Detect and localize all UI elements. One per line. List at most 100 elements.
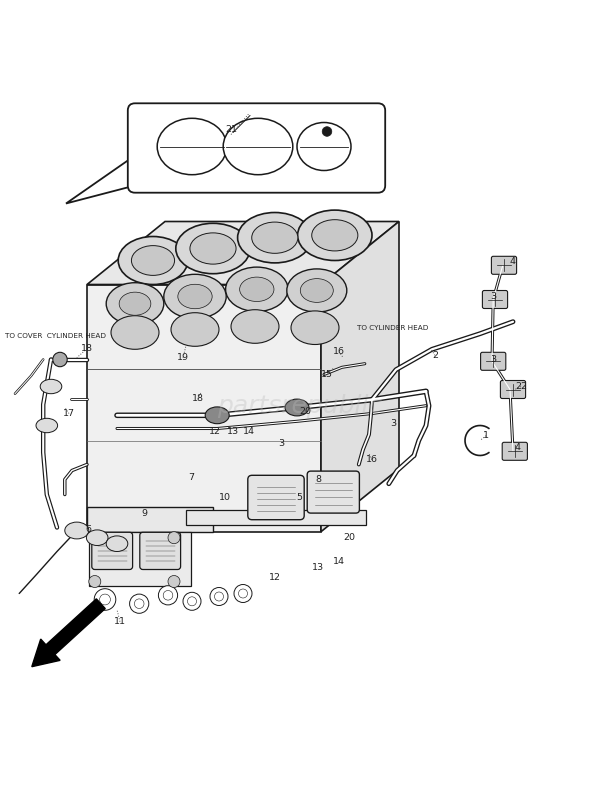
Text: 4: 4 <box>514 444 520 452</box>
Text: 3: 3 <box>490 292 496 301</box>
Circle shape <box>183 593 201 610</box>
Text: 12: 12 <box>269 573 281 582</box>
Ellipse shape <box>111 316 159 349</box>
Circle shape <box>322 126 332 137</box>
Circle shape <box>158 586 178 605</box>
FancyBboxPatch shape <box>128 104 385 192</box>
Text: 3: 3 <box>390 419 396 428</box>
Circle shape <box>234 585 252 603</box>
FancyBboxPatch shape <box>248 475 304 520</box>
Ellipse shape <box>298 210 372 261</box>
Polygon shape <box>66 155 135 203</box>
Ellipse shape <box>118 236 188 284</box>
Ellipse shape <box>205 407 229 424</box>
Text: 12: 12 <box>209 427 221 436</box>
Ellipse shape <box>252 222 298 254</box>
Text: 10: 10 <box>219 493 231 502</box>
Text: TO COVER  CYLINDER HEAD: TO COVER CYLINDER HEAD <box>5 333 106 338</box>
Text: 2: 2 <box>432 351 438 360</box>
Text: 7: 7 <box>188 473 194 482</box>
Text: 5: 5 <box>296 493 302 502</box>
Polygon shape <box>186 509 366 524</box>
Text: partsrepublic: partsrepublic <box>217 394 383 418</box>
Text: 3: 3 <box>278 439 284 448</box>
Text: 15: 15 <box>321 370 333 379</box>
Text: 20: 20 <box>343 533 355 542</box>
Polygon shape <box>87 284 321 531</box>
Ellipse shape <box>301 279 334 302</box>
Ellipse shape <box>176 223 250 274</box>
Ellipse shape <box>238 213 312 263</box>
Ellipse shape <box>312 220 358 251</box>
Polygon shape <box>87 221 399 284</box>
Ellipse shape <box>119 292 151 316</box>
Ellipse shape <box>106 283 164 325</box>
Polygon shape <box>87 506 213 531</box>
Ellipse shape <box>131 246 175 276</box>
Circle shape <box>130 594 149 613</box>
Ellipse shape <box>223 119 293 175</box>
Circle shape <box>134 599 144 608</box>
Ellipse shape <box>178 284 212 309</box>
Text: 1: 1 <box>483 431 489 440</box>
Polygon shape <box>89 531 191 586</box>
Circle shape <box>187 597 197 606</box>
FancyBboxPatch shape <box>140 532 181 569</box>
Ellipse shape <box>65 522 89 539</box>
FancyBboxPatch shape <box>482 290 508 309</box>
FancyBboxPatch shape <box>307 471 359 513</box>
Circle shape <box>100 594 110 605</box>
Ellipse shape <box>40 379 62 394</box>
Text: 3: 3 <box>490 355 496 364</box>
Text: TO CYLINDER HEAD: TO CYLINDER HEAD <box>357 325 428 330</box>
Ellipse shape <box>190 233 236 264</box>
Text: 16: 16 <box>366 455 378 464</box>
Text: 19: 19 <box>177 353 189 362</box>
Ellipse shape <box>285 399 309 416</box>
FancyBboxPatch shape <box>500 381 526 399</box>
Circle shape <box>94 589 116 610</box>
Ellipse shape <box>171 312 219 346</box>
Text: 13: 13 <box>227 427 239 436</box>
Text: 4: 4 <box>510 257 516 266</box>
Text: 18: 18 <box>81 344 93 353</box>
Text: 20: 20 <box>299 407 311 416</box>
FancyBboxPatch shape <box>92 532 133 569</box>
Text: 21: 21 <box>225 125 237 134</box>
Ellipse shape <box>231 310 279 343</box>
Text: 14: 14 <box>243 427 255 436</box>
Ellipse shape <box>291 311 339 345</box>
FancyArrow shape <box>32 599 105 666</box>
Circle shape <box>53 352 67 367</box>
FancyBboxPatch shape <box>502 442 527 460</box>
Text: 14: 14 <box>333 557 345 566</box>
Circle shape <box>210 587 228 605</box>
Circle shape <box>239 589 248 598</box>
Ellipse shape <box>239 277 274 301</box>
FancyBboxPatch shape <box>491 256 517 274</box>
Text: 17: 17 <box>63 409 75 418</box>
Ellipse shape <box>287 269 347 312</box>
Polygon shape <box>321 221 399 531</box>
Ellipse shape <box>297 122 351 170</box>
Text: 13: 13 <box>312 563 324 572</box>
Text: 16: 16 <box>333 347 345 356</box>
FancyBboxPatch shape <box>481 352 506 371</box>
Text: 9: 9 <box>141 509 147 518</box>
Ellipse shape <box>164 274 226 319</box>
Ellipse shape <box>106 536 128 552</box>
Circle shape <box>168 531 180 544</box>
Circle shape <box>89 531 101 544</box>
Text: 11: 11 <box>114 617 126 626</box>
Ellipse shape <box>157 119 227 175</box>
Ellipse shape <box>86 530 108 546</box>
Text: 8: 8 <box>315 475 321 484</box>
Circle shape <box>215 592 223 601</box>
Ellipse shape <box>36 418 58 433</box>
Circle shape <box>168 575 180 587</box>
Circle shape <box>89 575 101 587</box>
Text: 22: 22 <box>515 382 527 391</box>
Text: 18: 18 <box>192 394 204 403</box>
Text: 6: 6 <box>86 525 92 534</box>
Circle shape <box>163 590 173 600</box>
